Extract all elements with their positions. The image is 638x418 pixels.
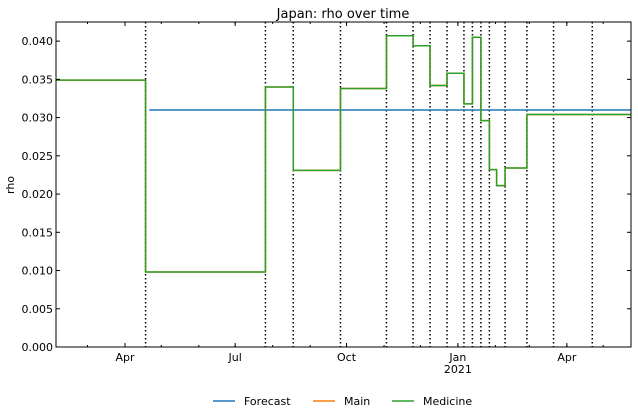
y-tick-label: 0.000 — [22, 341, 54, 354]
series-line-medicine — [56, 35, 631, 273]
y-tick-label: 0.040 — [22, 35, 54, 48]
plot-frame — [55, 21, 632, 348]
x-tick-label: Jul — [228, 351, 242, 364]
change-point-lines — [144, 22, 594, 347]
series-layer — [56, 35, 631, 273]
y-tick-label: 0.010 — [22, 265, 54, 278]
y-tick-label: 0.015 — [22, 226, 54, 239]
y-axis-label: rho — [4, 176, 17, 194]
x-tick-label: Oct — [337, 351, 357, 364]
y-tick-label: 0.020 — [22, 188, 54, 201]
chart-title: Japan: rho over time — [276, 7, 410, 22]
y-tick-label: 0.030 — [22, 112, 54, 125]
y-tick-label: 0.025 — [22, 150, 54, 163]
legend: Forecast Main Medicine — [213, 395, 472, 408]
x-tick-year-label: 2021 — [444, 363, 472, 376]
y-tick-label: 0.005 — [22, 303, 54, 316]
legend-label: Medicine — [423, 395, 472, 408]
legend-label: Forecast — [244, 395, 291, 408]
y-axis: 0.000 0.005 0.010 0.015 0.020 0.025 0.030 0.035… — [22, 35, 631, 354]
x-tick-label: Apr — [557, 351, 577, 364]
series-line-main — [56, 35, 631, 273]
x-tick-label: Jan — [448, 351, 466, 364]
y-tick-label: 0.035 — [22, 73, 54, 86]
legend-label: Main — [344, 395, 370, 408]
x-tick-label: Apr — [115, 351, 135, 364]
